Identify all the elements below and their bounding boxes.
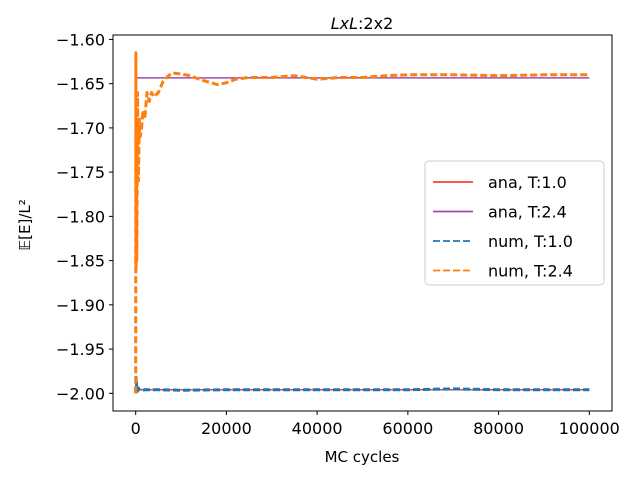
y-tick-label: −1.80 — [56, 207, 105, 226]
y-tick-label: −1.65 — [56, 75, 105, 94]
y-tick-label: −1.85 — [56, 252, 105, 271]
x-tick-label: 80000 — [473, 419, 524, 438]
legend-label: num, T:2.4 — [488, 262, 573, 281]
y-tick-label: −1.90 — [56, 296, 105, 315]
x-tick-label: 20000 — [201, 419, 252, 438]
x-axis-label: MC cycles — [325, 448, 400, 466]
y-axis: −2.00 −1.95 −1.90 −1.85 −1.80 −1.75 −1.70 −1.65… — [56, 30, 113, 403]
x-axis: 0 20000 40000 60000 80000 100000 — [131, 411, 620, 438]
legend-label: ana, T:2.4 — [488, 203, 567, 222]
chart-title-italic: LxL — [331, 14, 358, 33]
legend-entry-ana-t1: ana, T:1.0 — [433, 173, 567, 192]
legend-label: num, T:1.0 — [488, 232, 573, 251]
y-tick-label: −1.95 — [56, 340, 105, 359]
x-tick-label: 40000 — [292, 419, 343, 438]
legend-entry-num-t24: num, T:2.4 — [433, 262, 573, 281]
legend-label: ana, T:1.0 — [488, 173, 567, 192]
y-axis-label: 𝔼[E]/L² — [16, 199, 34, 251]
series-line-num-t24 — [134, 51, 590, 394]
chart-title: LxL:2x2 — [331, 14, 394, 33]
y-tick-label: −1.70 — [56, 119, 105, 138]
legend-entry-num-t1: num, T:1.0 — [433, 232, 573, 251]
y-tick-label: −2.00 — [56, 384, 105, 403]
y-tick-label: −1.60 — [56, 30, 105, 49]
x-tick-label: 0 — [131, 419, 141, 438]
legend-box — [424, 160, 605, 286]
plot-area — [134, 51, 590, 394]
x-tick-label: 60000 — [382, 419, 433, 438]
x-tick-label: 100000 — [559, 419, 620, 438]
legend: ana, T:1.0 ana, T:2.4 num, T:1.0 num, T:2.4 — [424, 160, 605, 286]
legend-entry-ana-t24: ana, T:2.4 — [433, 203, 567, 222]
plot-frame — [112, 34, 613, 412]
series-line-num-t1 — [134, 375, 590, 394]
chart-title-rest: :2x2 — [358, 14, 393, 33]
y-tick-label: −1.75 — [56, 163, 105, 182]
